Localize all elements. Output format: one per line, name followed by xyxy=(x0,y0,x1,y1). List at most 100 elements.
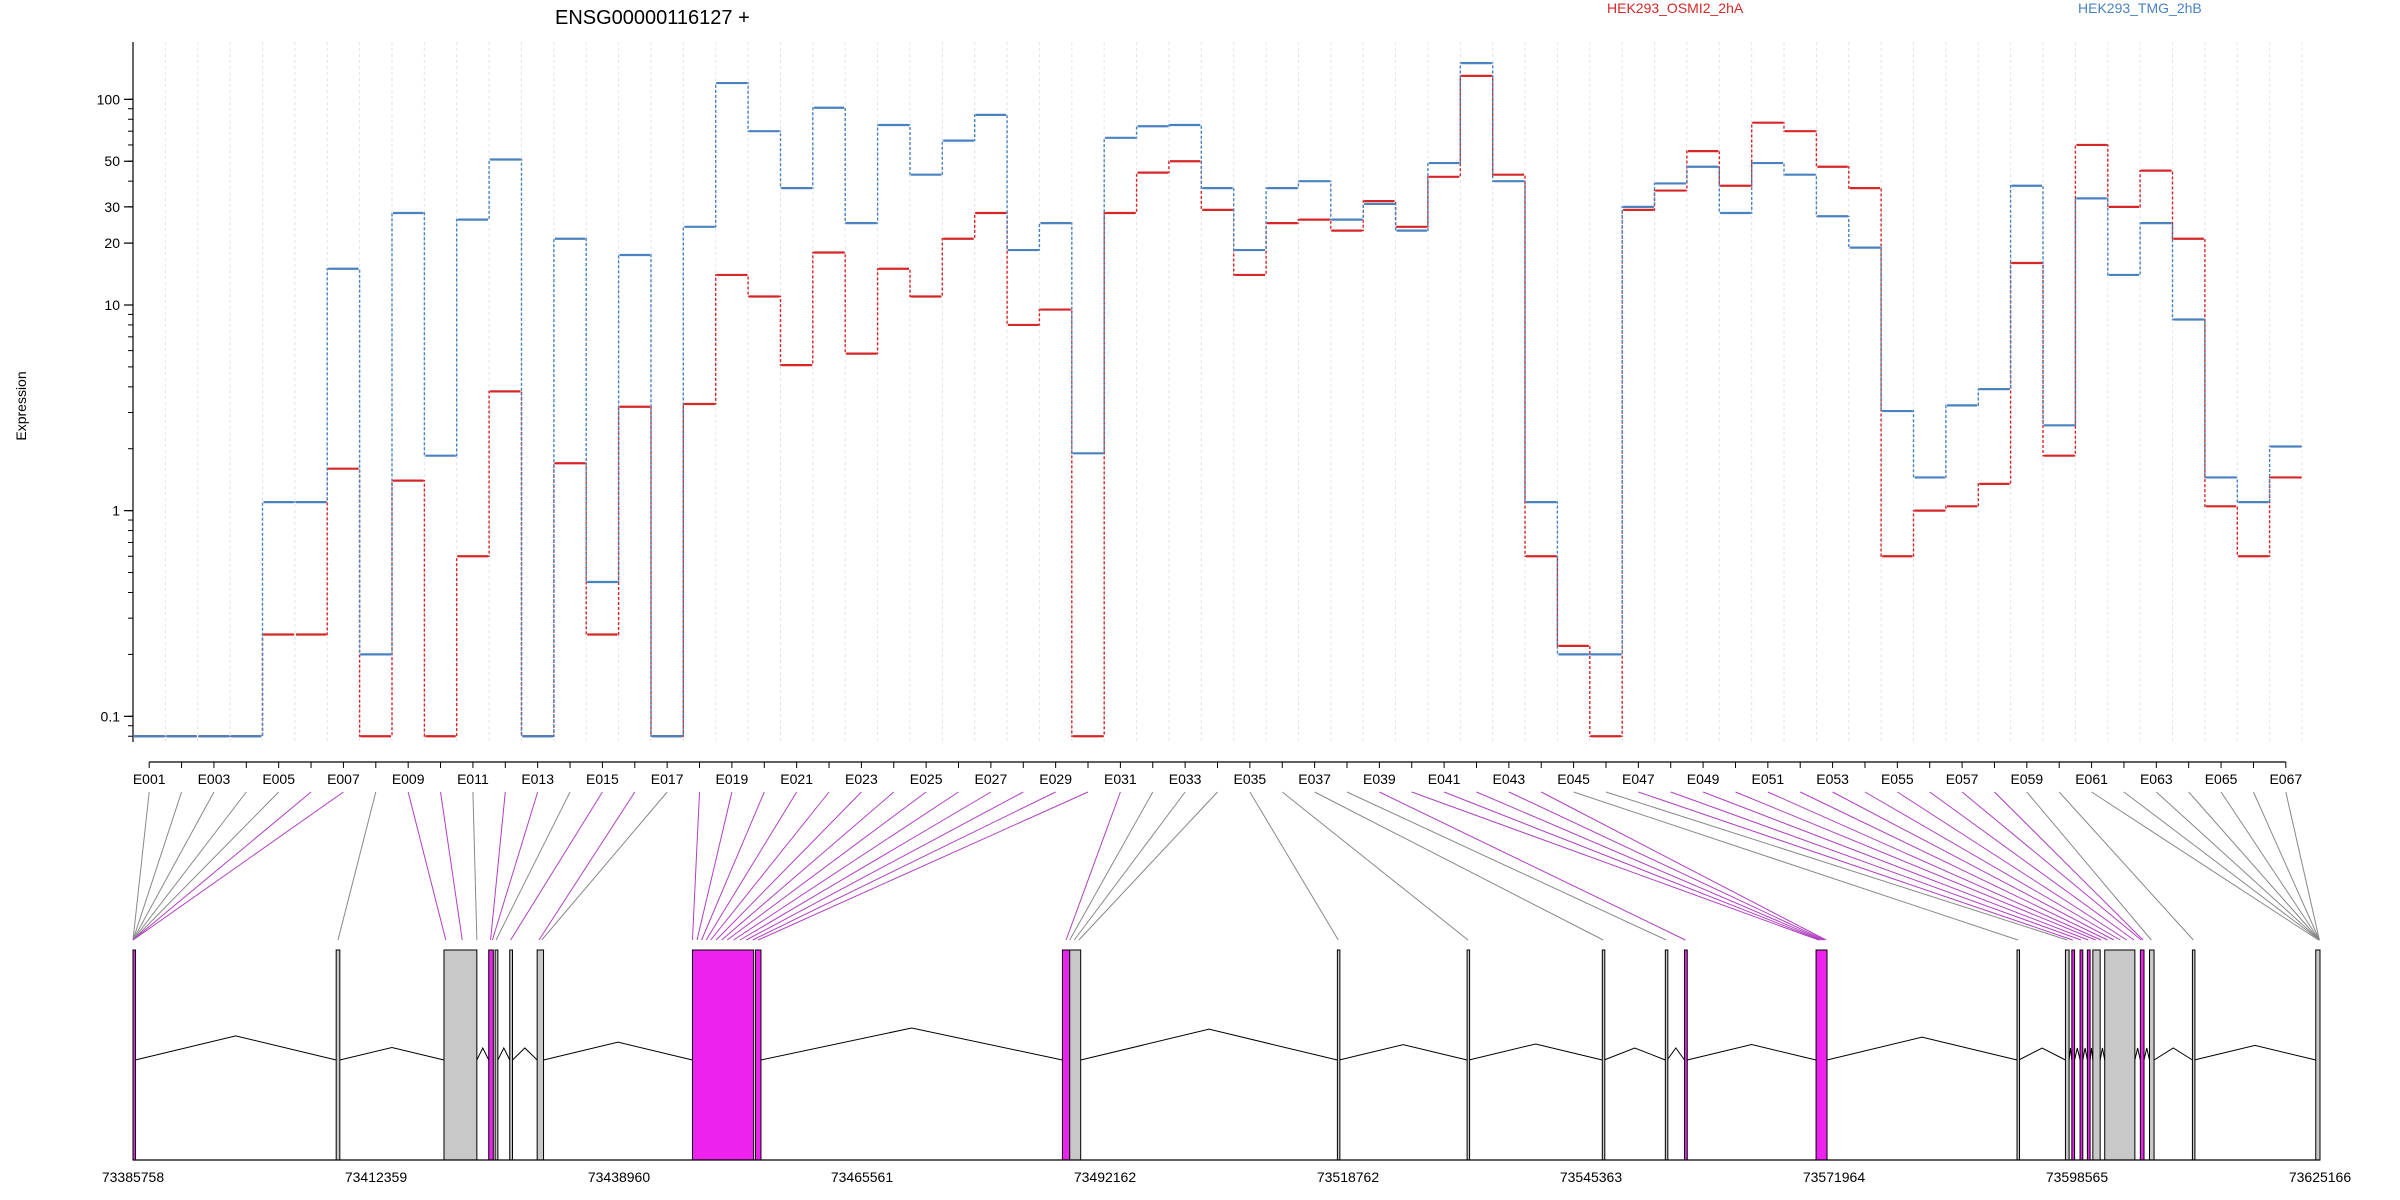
x-tick-label: E035 xyxy=(1234,771,1267,787)
genomic-coordinate-label: 73625166 xyxy=(2289,1169,2352,1185)
exon-box xyxy=(335,949,341,1161)
mapping-line xyxy=(1638,791,2073,941)
intron-connector xyxy=(543,1041,693,1061)
mapping-line xyxy=(1379,791,1686,941)
mapping-line xyxy=(1314,791,1604,941)
intron-connector xyxy=(497,1046,511,1061)
mapping-line xyxy=(407,791,447,941)
mapping-line xyxy=(739,791,992,941)
mapping-line xyxy=(132,791,280,941)
y-axis-label: Expression xyxy=(13,371,29,440)
x-tick-label: E041 xyxy=(1428,771,1461,787)
exon-box xyxy=(2104,949,2136,1161)
x-tick-label: E005 xyxy=(262,771,295,787)
mapping-line xyxy=(1069,791,1154,941)
mapping-line xyxy=(2026,791,2152,941)
exon-box xyxy=(1601,949,1606,1161)
x-tick-label: E031 xyxy=(1104,771,1137,787)
intron-connector xyxy=(1468,1043,1603,1061)
exon-box xyxy=(443,949,478,1161)
x-tick-label: E047 xyxy=(1622,771,1655,787)
exon-box xyxy=(488,949,494,1161)
mapping-line xyxy=(2155,791,2320,941)
exon-box xyxy=(2016,949,2021,1161)
mapping-line xyxy=(490,791,506,941)
genomic-coordinate-label: 73438960 xyxy=(588,1169,651,1185)
grid-lines xyxy=(132,42,2303,742)
mapping-line xyxy=(1897,791,2127,941)
intron-connector xyxy=(2153,1047,2193,1061)
mapping-line xyxy=(440,791,463,941)
genomic-coordinate-label: 73571964 xyxy=(1803,1169,1866,1185)
mapping-line xyxy=(2091,791,2319,941)
x-tick-label: E003 xyxy=(198,771,231,787)
x-tick-label: E007 xyxy=(327,771,360,787)
x-tick-label: E025 xyxy=(910,771,943,787)
mapping-line xyxy=(705,791,798,941)
mapping-line xyxy=(132,791,150,941)
y-tick-label: 1 xyxy=(112,503,120,519)
gene-model: 73385758 73412359 73438960 73465561 73492162… xyxy=(102,949,2352,1185)
x-tick-label: E027 xyxy=(975,771,1008,787)
mapping-line xyxy=(691,791,701,941)
intron-connector xyxy=(1603,1047,1666,1061)
mapping-line xyxy=(472,791,478,941)
exon-box xyxy=(2071,949,2076,1161)
mapping-line xyxy=(132,791,312,941)
y-axis: 0.1 1 10 20 30 50 100 xyxy=(97,42,134,742)
mapping-line xyxy=(1767,791,2102,941)
x-tick-label: E015 xyxy=(586,771,619,787)
exon-box xyxy=(2092,949,2101,1161)
exon-box xyxy=(1069,949,1082,1161)
intron-connector xyxy=(476,1046,490,1061)
mapping-line xyxy=(132,791,247,941)
intron-connector xyxy=(2143,1047,2150,1061)
x-tick-label: E023 xyxy=(845,771,878,787)
exon-box xyxy=(754,949,762,1161)
exon-box xyxy=(2079,949,2084,1161)
mapping-line xyxy=(1929,791,2135,941)
intron-connector xyxy=(2082,1047,2088,1061)
x-tick-label: E061 xyxy=(2075,771,2108,787)
exon-box xyxy=(1815,949,1828,1161)
y-tick-label: 0.1 xyxy=(101,708,121,724)
exon-box xyxy=(1466,949,1471,1161)
genomic-coordinate-label: 73412359 xyxy=(345,1169,408,1185)
y-tick-label: 30 xyxy=(104,199,120,215)
mapping-line xyxy=(2220,791,2320,941)
x-tick-label: E043 xyxy=(1493,771,1526,787)
x-tick-label: E057 xyxy=(1946,771,1979,787)
exon-box xyxy=(691,949,755,1161)
x-tick-label: E055 xyxy=(1881,771,1914,787)
genomic-coordinate-label: 73598565 xyxy=(2046,1169,2109,1185)
x-tick-label: E029 xyxy=(1039,771,1072,787)
x-tick-label: E051 xyxy=(1751,771,1784,787)
mapping-line xyxy=(2188,791,2320,941)
x-tick-label: E045 xyxy=(1557,771,1590,787)
exon-box xyxy=(2148,949,2155,1161)
x-tick-label: E011 xyxy=(457,771,489,787)
x-tick-label: E033 xyxy=(1169,771,1202,787)
x-tick-label: E049 xyxy=(1687,771,1720,787)
mapping-line xyxy=(1670,791,2082,941)
y-tick-label: 10 xyxy=(104,297,120,313)
exon-box xyxy=(1664,949,1669,1161)
mapping-line xyxy=(495,791,571,941)
mapping-line xyxy=(132,791,215,941)
mapping-line xyxy=(715,791,862,941)
intron-connector xyxy=(1339,1044,1468,1061)
exon-box xyxy=(2139,949,2145,1161)
mapping-line xyxy=(1541,791,1827,941)
intron-connector xyxy=(512,1047,538,1061)
exon-box xyxy=(2315,949,2321,1161)
legend-entry-series-1: HEK293_OSMI2_2hA xyxy=(1607,0,1744,16)
mapping-line xyxy=(701,791,765,941)
intron-connector xyxy=(2018,1047,2066,1061)
x-tick-label: E009 xyxy=(392,771,425,787)
mapping-line xyxy=(132,791,183,941)
mapping-line xyxy=(1735,791,2096,941)
mapping-line xyxy=(1281,791,1469,941)
mapping-line xyxy=(2058,791,2194,941)
mapping-line xyxy=(726,791,927,941)
x-tick-label: E053 xyxy=(1816,771,1849,787)
